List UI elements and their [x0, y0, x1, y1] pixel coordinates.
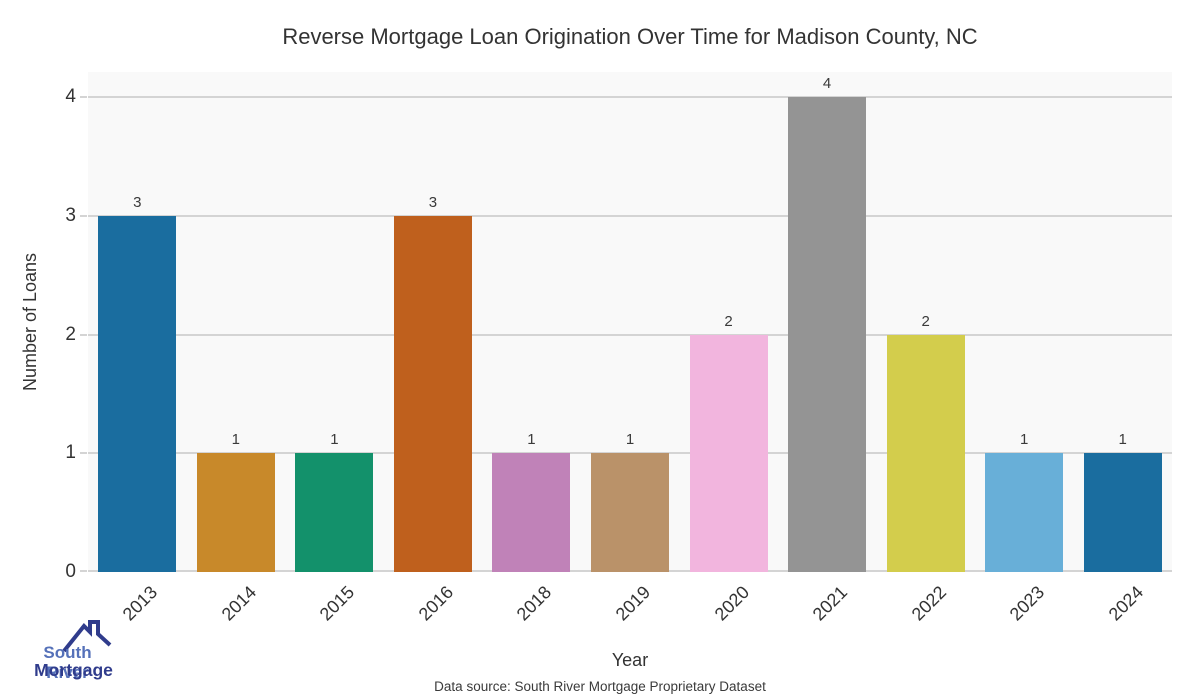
bar-value-label-2014: 1	[231, 431, 240, 449]
south-river-mortgage-logo: South River Mortgage	[18, 612, 148, 694]
bar-2016	[393, 215, 472, 572]
x-tick-label-2024: 2024	[1104, 582, 1147, 625]
bar-value-label-2013: 3	[133, 193, 142, 211]
data-source-note: Data source: South River Mortgage Propri…	[434, 679, 766, 694]
y-tick-label-3: 3	[65, 204, 76, 226]
bar-2022	[886, 334, 965, 572]
bar-2020	[689, 334, 768, 572]
plot-panel: 3 1 1 3 1 1 2 4 2 1 1	[88, 72, 1172, 572]
x-tick-label-2019: 2019	[611, 582, 655, 625]
bar-2018	[492, 453, 571, 572]
bar-2019	[591, 453, 669, 572]
y-tick-mark-1	[80, 452, 87, 455]
logo-text-mortgage: Mortgage	[34, 660, 113, 680]
y-tick-label-1: 1	[65, 442, 76, 464]
bar-2021	[788, 97, 867, 572]
y-axis-title: Number of Loans	[20, 252, 40, 392]
x-tick-label-2023: 2023	[1005, 582, 1049, 625]
bar-2015	[295, 453, 374, 572]
bar-value-label-2015: 1	[330, 431, 339, 449]
bar-value-label-2016: 3	[428, 193, 438, 211]
x-tick-label-2020: 2020	[710, 582, 753, 625]
gridline-y3	[88, 214, 1172, 217]
bar-value-label-2018: 1	[527, 431, 536, 449]
bar-value-label-2019: 1	[625, 431, 635, 449]
x-tick-label-2022: 2022	[907, 582, 950, 625]
bar-value-label-2022: 2	[921, 312, 930, 330]
y-tick-label-2: 2	[65, 323, 76, 345]
bar-2014	[196, 453, 275, 572]
x-tick-label-2018: 2018	[513, 582, 556, 625]
x-tick-label-2016: 2016	[414, 582, 458, 625]
house-roof-icon	[62, 620, 112, 653]
y-tick-mark-2	[80, 333, 87, 336]
gridline-y4	[88, 96, 1172, 98]
x-axis-title: Year	[611, 650, 649, 670]
bar-2013	[98, 215, 177, 572]
bar-value-label-2021: 4	[822, 75, 832, 92]
y-tick-label-4: 4	[65, 86, 76, 107]
x-tick-label-2014: 2014	[217, 582, 260, 625]
chart-title: Reverse Mortgage Loan Origination Over T…	[282, 24, 978, 49]
y-tick-mark-0	[80, 570, 87, 572]
bar-value-label-2023: 1	[1020, 431, 1029, 449]
y-tick-label-0: 0	[65, 561, 76, 582]
y-tick-mark-4	[80, 96, 87, 98]
bar-value-label-2020: 2	[724, 312, 733, 330]
logo-text-south-river: South River	[43, 643, 92, 682]
x-tick-label-2021: 2021	[808, 582, 852, 625]
bar-value-label-2024: 1	[1118, 431, 1127, 449]
y-tick-mark-3	[80, 214, 87, 217]
gridline-y2	[88, 333, 1172, 336]
bar-2023	[985, 453, 1064, 572]
x-tick-label-2015: 2015	[316, 582, 359, 625]
bar-2024	[1083, 453, 1162, 572]
